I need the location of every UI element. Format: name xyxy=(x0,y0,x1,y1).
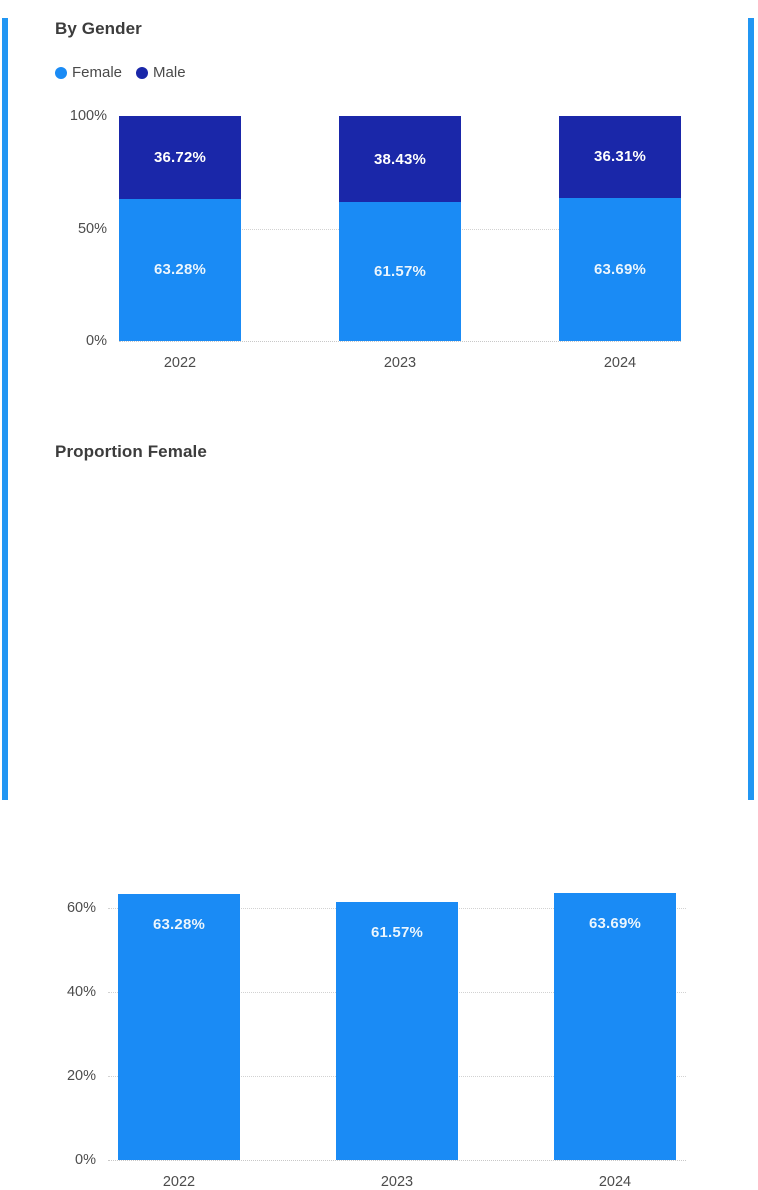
bar-group-2022-proportion[interactable]: 63.28% xyxy=(118,885,240,1160)
legend-item-male[interactable]: Male xyxy=(136,64,186,81)
bar-label-proportion-2022: 63.28% xyxy=(152,916,206,934)
bar-group-2023[interactable]: 61.57% 38.43% xyxy=(339,116,461,341)
bar-group-2024-proportion[interactable]: 63.69% xyxy=(554,885,676,1160)
x-tick-label-2022: 2022 xyxy=(163,355,197,371)
bar-group-2023-proportion[interactable]: 61.57% xyxy=(336,885,458,1160)
chart-title-proportion-female: Proportion Female xyxy=(55,442,207,461)
legend-dot-icon-female xyxy=(55,66,67,79)
plot-area-by-gender: 100% 50% 0% 63.28% 36.72% 61.57% xyxy=(70,108,681,371)
x-tick-label-2024: 2024 xyxy=(603,355,637,371)
bar-group-2024[interactable]: 63.69% 36.31% xyxy=(559,116,681,341)
left-accent-strip xyxy=(2,18,8,800)
axis-baseline xyxy=(119,341,681,342)
x-tick-label-2023-proportion: 2023 xyxy=(380,1174,414,1190)
bar-segment-female-2023[interactable]: 61.57% xyxy=(339,202,461,341)
y-tick-label-0-proportion: 0% xyxy=(75,1152,96,1168)
bar-label-female-2023: 61.57% xyxy=(373,263,427,281)
y-tick-label-20-proportion: 20% xyxy=(66,1068,96,1085)
plot-area-proportion-female: 60% 40% 20% 0% 63.28% 61.57% 63.6 xyxy=(67,885,686,1190)
bar-label-male-2023: 38.43% xyxy=(373,150,427,168)
y-tick-label-40-proportion: 40% xyxy=(66,983,96,1000)
bar-segment-male-2024[interactable]: 36.31% xyxy=(559,116,681,198)
bar-segment-male-2022[interactable]: 36.72% xyxy=(119,116,241,199)
bar-label-male-2024: 36.31% xyxy=(593,148,647,166)
y-tick-label-100: 100% xyxy=(69,108,107,124)
bar-segment-female-2022[interactable]: 63.28% xyxy=(119,198,241,341)
y-tick-label-50: 50% xyxy=(77,220,107,237)
chart-legend-by-gender: Female Male xyxy=(55,64,186,81)
legend-label-male: Male xyxy=(153,64,186,81)
y-tick-label-60-proportion: 60% xyxy=(66,900,96,917)
bar-label-proportion-2024: 63.69% xyxy=(588,914,642,932)
x-tick-label-2023: 2023 xyxy=(383,355,417,371)
x-tick-label-2022-proportion: 2022 xyxy=(162,1174,196,1190)
bar-proportion-2024[interactable]: 63.69% xyxy=(554,892,676,1160)
bar-label-proportion-2023: 61.57% xyxy=(370,923,424,941)
bar-label-male-2022: 36.72% xyxy=(153,148,207,166)
bar-segment-male-2023[interactable]: 38.43% xyxy=(339,116,461,203)
legend-label-female: Female xyxy=(72,64,123,81)
y-tick-label-0: 0% xyxy=(86,333,107,349)
chart-panel-by-gender: By Gender Female Male 100% 50% 0% 63.28% xyxy=(0,0,758,400)
bar-segment-female-2024[interactable]: 63.69% xyxy=(559,197,681,341)
right-accent-strip xyxy=(748,18,754,800)
bar-group-2022[interactable]: 63.28% 36.72% xyxy=(119,116,241,341)
legend-item-female[interactable]: Female xyxy=(55,64,122,81)
chart-panel-proportion-female: Proportion Female 60% 40% 20% 0% 63.28% … xyxy=(0,400,758,1190)
bar-label-female-2024: 63.69% xyxy=(593,260,647,278)
legend-dot-icon-male xyxy=(136,66,149,79)
bar-proportion-2022[interactable]: 63.28% xyxy=(118,894,240,1160)
bar-label-female-2022: 63.28% xyxy=(153,261,207,279)
axis-baseline-proportion xyxy=(108,1160,686,1161)
bar-proportion-2023[interactable]: 61.57% xyxy=(336,901,458,1160)
x-tick-label-2024-proportion: 2024 xyxy=(598,1174,632,1190)
chart-title-by-gender: By Gender xyxy=(55,19,142,38)
